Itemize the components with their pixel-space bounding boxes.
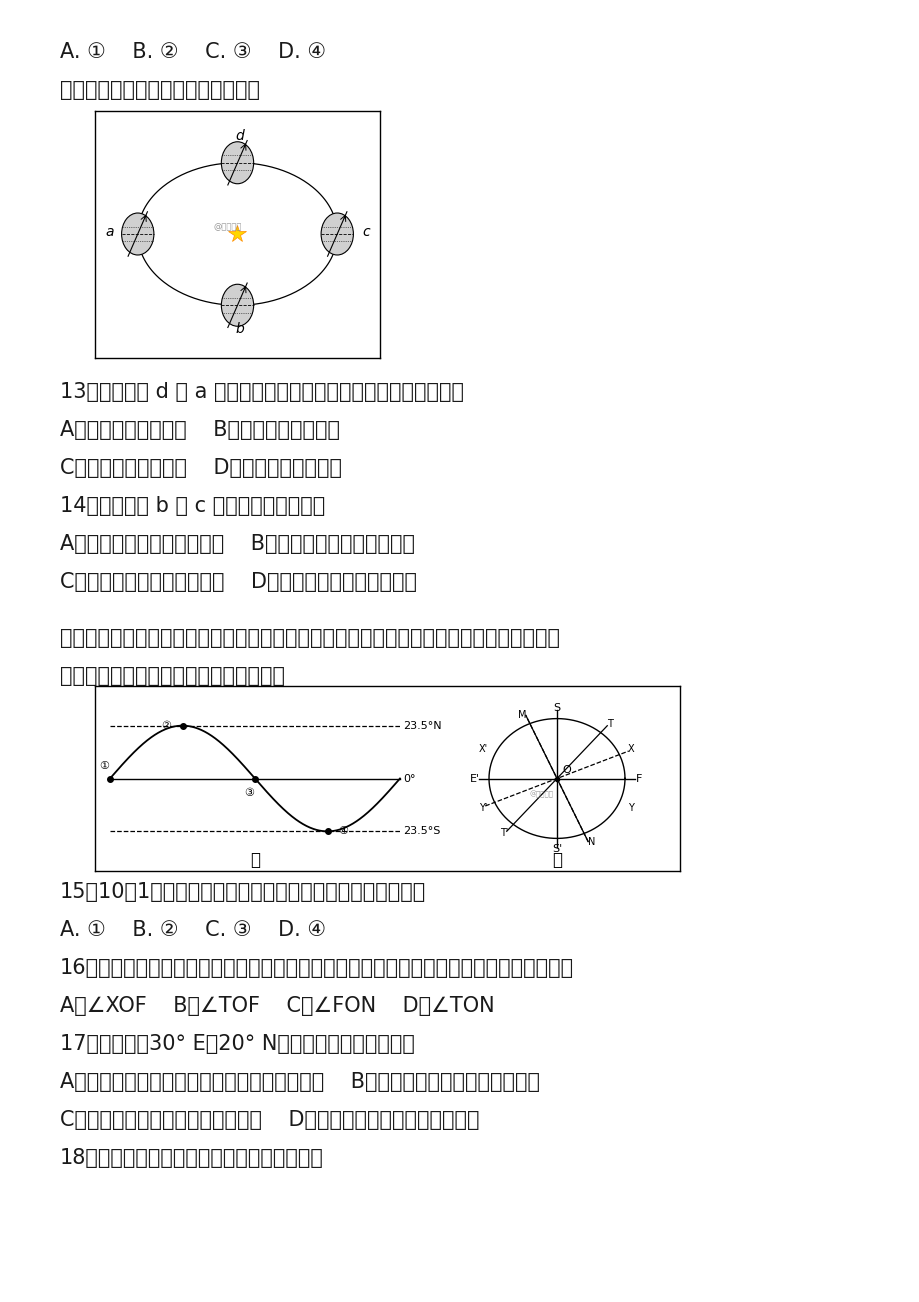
Text: N: N: [587, 837, 595, 848]
Text: 23.5°N: 23.5°N: [403, 720, 441, 730]
Text: ①: ①: [99, 762, 108, 771]
Text: ④: ④: [338, 827, 348, 836]
Text: 23.5°S: 23.5°S: [403, 827, 440, 836]
Text: b: b: [234, 322, 244, 336]
Text: 15．10月1日，太阳直射点位于图甲中的大致位置是：（　）: 15．10月1日，太阳直射点位于图甲中的大致位置是：（ ）: [60, 881, 425, 902]
Text: A．吃月饼，共庆团圆    B．荡秋千，踏青插柳: A．吃月饼，共庆团圆 B．荡秋千，踏青插柳: [60, 421, 340, 440]
Text: Y': Y': [479, 803, 487, 814]
Text: 有着密切的联系。读下图回答下面小题。: 有着密切的联系。读下图回答下面小题。: [60, 667, 285, 686]
Ellipse shape: [221, 284, 254, 327]
Text: d: d: [234, 129, 244, 143]
Ellipse shape: [121, 214, 153, 255]
Text: 乙: 乙: [551, 850, 562, 868]
Text: X': X': [478, 743, 487, 754]
Text: 太阳直射点指太阳直射光线与地球表面的交点。它的位移与众多地理现象的发生和变化规律: 太阳直射点指太阳直射光线与地球表面的交点。它的位移与众多地理现象的发生和变化规律: [60, 628, 560, 648]
Text: O: O: [562, 766, 570, 775]
Text: ②: ②: [162, 720, 171, 730]
Text: A．一年中有太阳直射现象，且有两次直射机会    B．有极昼极夜现象，但时间不长: A．一年中有太阳直射现象，且有两次直射机会 B．有极昼极夜现象，但时间不长: [60, 1072, 539, 1092]
Text: A. ①    B. ②    C. ③    D. ④: A. ① B. ② C. ③ D. ④: [60, 42, 325, 62]
Text: @正确教育: @正确教育: [213, 221, 242, 230]
Text: S: S: [553, 703, 560, 713]
Text: A．北半球昼变长，但短于夜    B．南半球昼变长，并长于夜: A．北半球昼变长，但短于夜 B．南半球昼变长，并长于夜: [60, 534, 414, 553]
Text: C．属热带地区，但无太阳直射现象    D．属于温带地区，得到热量较少: C．属热带地区，但无太阳直射现象 D．属于温带地区，得到热量较少: [60, 1111, 479, 1130]
Text: 读地球公转示意图，回答下面小题。: 读地球公转示意图，回答下面小题。: [60, 79, 260, 100]
Text: F: F: [635, 773, 641, 784]
Text: 16．决定太阳直射点回归范围大小的因素是黄赤交角，图乙中能表示黄赤交角的是：（　）: 16．决定太阳直射点回归范围大小的因素是黄赤交角，图乙中能表示黄赤交角的是：（ …: [60, 958, 573, 978]
Text: c: c: [361, 225, 369, 240]
Text: M: M: [517, 710, 526, 720]
Text: Y: Y: [627, 803, 633, 814]
Text: C．放麞炮，守岁迎春    D．望双星，鹊桥相会: C．放麞炮，守岁迎春 D．望双星，鹊桥相会: [60, 458, 342, 478]
Text: X: X: [627, 743, 633, 754]
Text: 18．若黄赤交角增大，会引起的现象是（　）: 18．若黄赤交角增大，会引起的现象是（ ）: [60, 1148, 323, 1168]
Ellipse shape: [221, 142, 254, 184]
Ellipse shape: [321, 214, 353, 255]
Text: A. ①    B. ②    C. ③    D. ④: A. ① B. ② C. ③ D. ④: [60, 921, 325, 940]
Text: @正确教育: @正确教育: [529, 790, 553, 798]
Text: S': S': [551, 844, 562, 854]
Text: ③: ③: [244, 788, 254, 798]
Text: A．∠XOF    B．∠TOF    C．∠FON    D．∠TON: A．∠XOF B．∠TOF C．∠FON D．∠TON: [60, 996, 494, 1016]
Text: 17．对某地（30° E、20° N）的正确描述是：（　）: 17．对某地（30° E、20° N）的正确描述是：（ ）: [60, 1034, 414, 1055]
Text: a: a: [105, 225, 113, 240]
Text: 14．在地球由 b 向 c 运动的过程中（　）: 14．在地球由 b 向 c 运动的过程中（ ）: [60, 496, 325, 516]
Text: 甲: 甲: [250, 850, 260, 868]
Text: C．北半球夜变短，且短于昼    D．南半球夜变长，并长于昼: C．北半球夜变短，且短于昼 D．南半球夜变长，并长于昼: [60, 572, 416, 592]
Text: 13．在地球由 d 向 a 运动的过程中，我国出现的文化现象是（　）: 13．在地球由 d 向 a 运动的过程中，我国出现的文化现象是（ ）: [60, 381, 463, 402]
Text: E': E': [470, 773, 480, 784]
Text: 0°: 0°: [403, 773, 415, 784]
Text: T': T': [500, 828, 508, 838]
Text: T: T: [606, 719, 612, 729]
